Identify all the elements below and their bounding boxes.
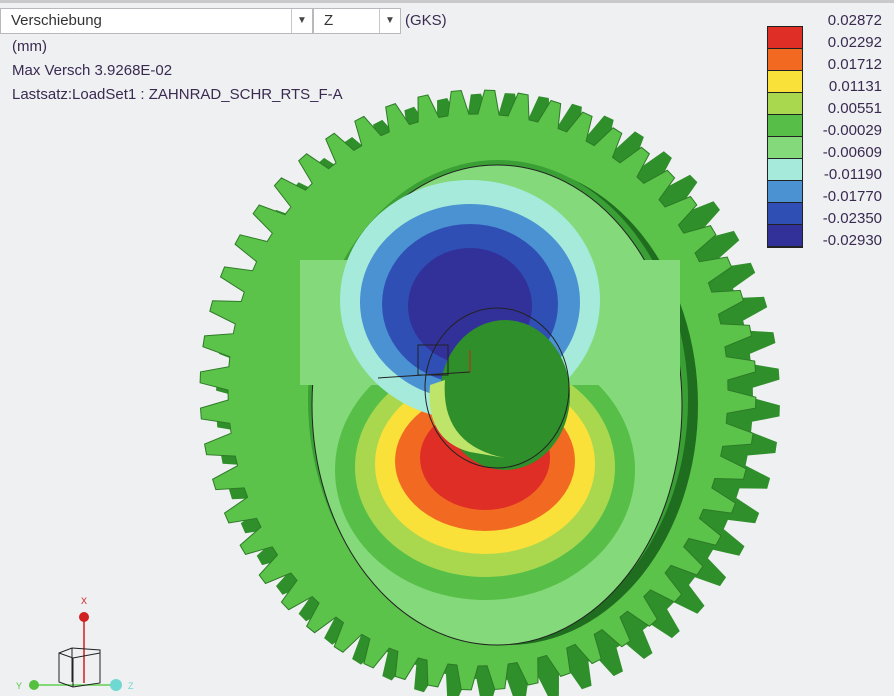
legend-label: -0.01190 [823, 166, 882, 183]
triad-cube [58, 647, 101, 688]
hub-bore [440, 320, 570, 470]
legend-label: -0.00609 [822, 144, 882, 161]
legend-label: -0.02350 [822, 210, 882, 227]
result-type-dropdown[interactable]: Verschiebung ▼ [0, 8, 313, 34]
triad-label-y: Y [16, 681, 22, 691]
legend-label: 0.02292 [827, 34, 882, 51]
triad-z-dot [110, 679, 122, 691]
legend-label: -0.01770 [822, 188, 882, 205]
hub-edge [424, 307, 570, 469]
legend-swatch [768, 225, 802, 247]
legend-swatch [768, 115, 802, 137]
chevron-down-icon[interactable]: ▼ [379, 9, 400, 33]
legend-label: -0.00029 [822, 122, 882, 139]
unit-label: (mm) [12, 38, 47, 55]
legend-swatch [768, 137, 802, 159]
triad-label-x: X [81, 596, 87, 606]
result-type-value: Verschiebung [11, 12, 102, 29]
triad-y-dot [29, 680, 39, 690]
loadset-label: Lastsatz:LoadSet1 : ZAHNRAD_SCHR_RTS_F-A [12, 86, 343, 103]
legend-label: 0.01131 [828, 78, 882, 95]
component-value: Z [324, 12, 334, 29]
color-legend [767, 26, 803, 248]
legend-swatch [768, 71, 802, 93]
legend-label: 0.02872 [827, 12, 882, 29]
legend-swatch [768, 27, 802, 49]
gear-model: X Y Z [16, 89, 780, 696]
triad-x-dot [79, 612, 89, 622]
component-dropdown[interactable]: Z ▼ [313, 8, 401, 34]
csys-box [417, 344, 449, 376]
toolbar: Verschiebung ▼ Z ▼ (GKS) [0, 0, 894, 37]
max-displacement: Max Versch 3.9268E-02 [12, 62, 173, 79]
legend-swatch [768, 93, 802, 115]
triad-label-z: Z [128, 681, 134, 691]
legend-swatch [768, 203, 802, 225]
coord-system-label: (GKS) [405, 12, 447, 29]
hub-wall [429, 380, 505, 458]
legend-label: -0.02930 [822, 232, 882, 249]
legend-swatch [768, 49, 802, 71]
legend-swatch [768, 181, 802, 203]
chevron-down-icon[interactable]: ▼ [291, 9, 312, 33]
legend-swatch [768, 159, 802, 181]
legend-label: 0.00551 [827, 100, 882, 117]
legend-label: 0.01712 [827, 56, 882, 73]
